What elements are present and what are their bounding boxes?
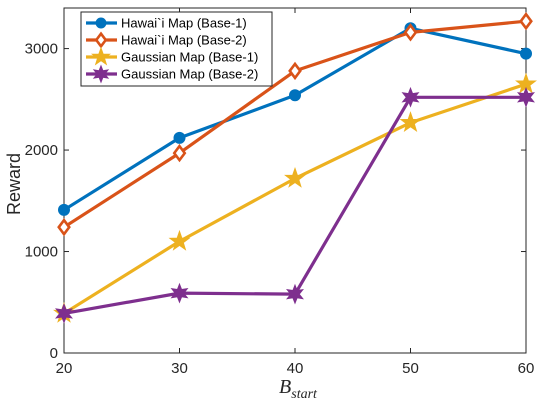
- x-tick-label: 20: [56, 360, 73, 377]
- legend-marker: [92, 64, 110, 84]
- data-point: [517, 86, 535, 108]
- x-axis-label-subscript: start: [291, 387, 318, 402]
- x-axis-label: Bstart: [279, 376, 318, 402]
- legend-entry: Gaussian Map (Base-1): [86, 46, 258, 66]
- plot-area: 20 30 40 50 60 0 1000 2000 3000: [25, 7, 535, 377]
- legend-entry: Hawai`i Map (Base-1): [86, 16, 247, 31]
- data-point: [519, 12, 533, 31]
- series-1: [58, 22, 532, 216]
- series-4: [55, 86, 535, 324]
- y-tick-label: 0: [50, 345, 58, 362]
- data-point: [57, 218, 71, 237]
- legend-marker: [94, 31, 108, 49]
- data-point: [168, 229, 191, 251]
- x-tick-label: 50: [402, 360, 419, 377]
- legend-entry: Hawai`i Map (Base-2): [86, 31, 247, 49]
- series-2: [57, 12, 533, 237]
- x-axis-label-base: B: [279, 376, 291, 398]
- legend-label: Gaussian Map (Base-1): [121, 50, 258, 65]
- y-tick-label: 3000: [25, 41, 58, 58]
- data-point: [520, 47, 532, 60]
- data-point: [55, 303, 73, 324]
- data-point: [172, 143, 187, 163]
- data-point: [399, 111, 422, 132]
- data-point: [173, 131, 186, 144]
- series-line: [63, 95, 526, 316]
- data-point: [288, 61, 302, 81]
- legend: Hawai`i Map (Base-1) Hawai`i Map (Base-2)…: [80, 11, 273, 87]
- series-line: [63, 82, 527, 315]
- y-tick-label: 2000: [25, 142, 58, 159]
- data-point: [284, 166, 306, 188]
- legend-marker: [90, 46, 112, 66]
- data-point: [289, 89, 301, 102]
- legend-entry: Gaussian Map (Base-2): [86, 64, 258, 84]
- legend-label: Hawai`i Map (Base-1): [121, 16, 247, 31]
- x-tick-label: 60: [518, 360, 535, 377]
- x-tick-label: 40: [287, 360, 304, 377]
- legend-label: Gaussian Map (Base-2): [121, 67, 258, 82]
- data-point: [286, 283, 304, 305]
- y-tick-label: 1000: [25, 244, 58, 261]
- x-tick-label: 30: [171, 360, 188, 377]
- series-layer: [53, 12, 537, 324]
- legend-marker: [95, 17, 107, 29]
- data-point: [401, 86, 420, 108]
- legend-label: Hawai`i Map (Base-2): [121, 33, 247, 48]
- y-axis-label: Reward: [4, 153, 24, 215]
- data-point: [58, 203, 70, 216]
- data-point: [403, 23, 418, 42]
- data-point: [170, 282, 189, 304]
